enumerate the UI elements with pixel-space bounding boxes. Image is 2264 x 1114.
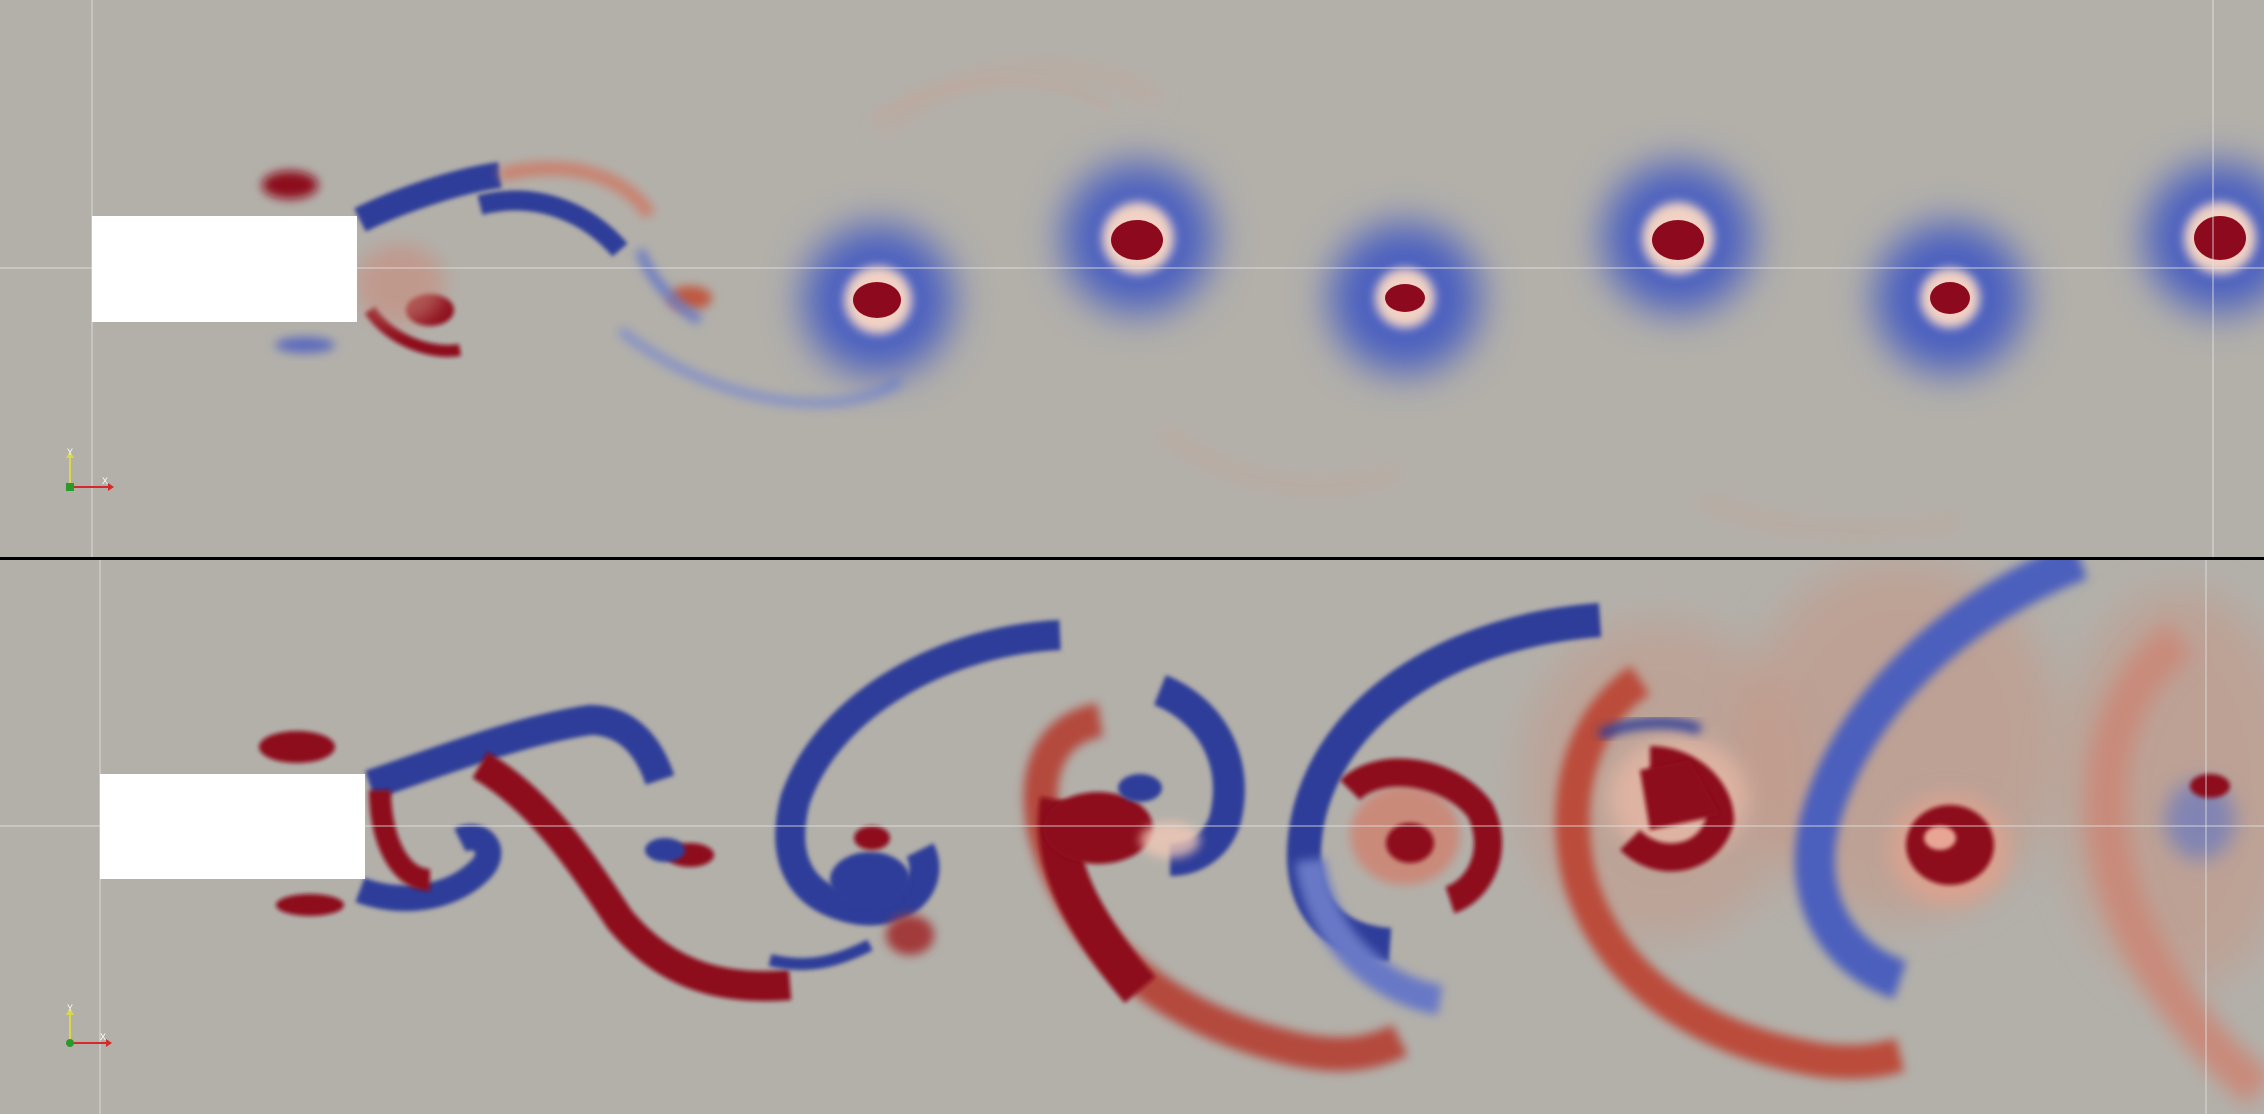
vortex-arm-blue	[1794, 560, 2088, 999]
faint-shear-arc	[1156, 425, 1403, 493]
y-arrow-icon	[66, 1008, 74, 1015]
vortex-arm-blue	[1153, 675, 1245, 876]
shear-layer-red-faint	[498, 161, 656, 220]
shear-layer-blue	[477, 190, 628, 257]
shear-layer-red	[262, 171, 318, 199]
vortex-core-light	[1924, 826, 1956, 850]
orientation-axes-widget[interactable]: X Y	[66, 1003, 112, 1047]
faint-shear-arc	[868, 78, 1112, 123]
vortex-halo-blue	[2165, 780, 2235, 860]
shear-layer-red	[472, 752, 792, 1002]
vortex-core-red	[2190, 774, 2230, 798]
shear-layer-blue-faint	[616, 326, 904, 408]
shear-layer-red	[369, 789, 432, 891]
vortex-blue	[830, 852, 910, 908]
faint-shear-arc	[876, 63, 1163, 134]
view-divider[interactable]	[0, 557, 2264, 560]
shear-layer-blue-faint	[635, 248, 703, 325]
x-axis-label: X	[100, 1032, 106, 1042]
shear-layer-red	[276, 894, 344, 916]
bluff-body-rectangle	[100, 774, 365, 879]
vortex-arm-blue	[775, 620, 1061, 926]
y-axis-label: Y	[67, 1003, 73, 1013]
shear-layer-blue	[354, 162, 502, 232]
vortex-arm-red-faint	[1555, 665, 1905, 1080]
shear-layer-blue	[1597, 718, 1703, 740]
vortex-halo-red	[355, 245, 445, 325]
orientation-axes-widget[interactable]: X Y	[66, 447, 114, 491]
vortex-small-red	[886, 915, 934, 955]
vortex-arm-red-faint	[2086, 623, 2264, 1106]
shear-layer-blue	[365, 704, 675, 800]
vortex-red	[1043, 792, 1153, 864]
vorticity-field-top: X Y	[0, 0, 2264, 557]
z-axis-icon	[66, 483, 74, 491]
vortex-small-blue	[645, 838, 685, 862]
vortex-halo	[1140, 822, 1200, 858]
shear-layer-red	[259, 731, 335, 763]
vortex-core-red	[1386, 823, 1434, 863]
vortex-street-top	[803, 163, 2264, 375]
render-view-bottom[interactable]: X Y	[0, 560, 2264, 1114]
y-arrow-icon	[66, 451, 74, 458]
vortex-core-blue	[1118, 774, 1162, 802]
shear-layer-blue-faint	[275, 337, 335, 353]
bluff-body-rectangle	[92, 216, 357, 322]
vortex-core-red	[1640, 760, 1720, 830]
y-axis-label: Y	[67, 447, 73, 457]
vortex-arm-blue-faint	[1295, 857, 1443, 1015]
z-axis-icon	[66, 1039, 74, 1047]
faint-shear-arc	[1697, 494, 1962, 537]
vortex-core-red	[854, 826, 890, 850]
shear-layer-blue	[768, 939, 873, 971]
x-arrow-icon	[106, 1039, 112, 1047]
x-arrow-icon	[108, 483, 114, 491]
render-view-top[interactable]: X Y	[0, 0, 2264, 557]
vorticity-field-bottom: X Y	[0, 560, 2264, 1114]
x-axis-label: X	[102, 476, 108, 486]
shear-layer-blue	[355, 824, 502, 912]
vortex-arm-red	[1340, 758, 1502, 914]
